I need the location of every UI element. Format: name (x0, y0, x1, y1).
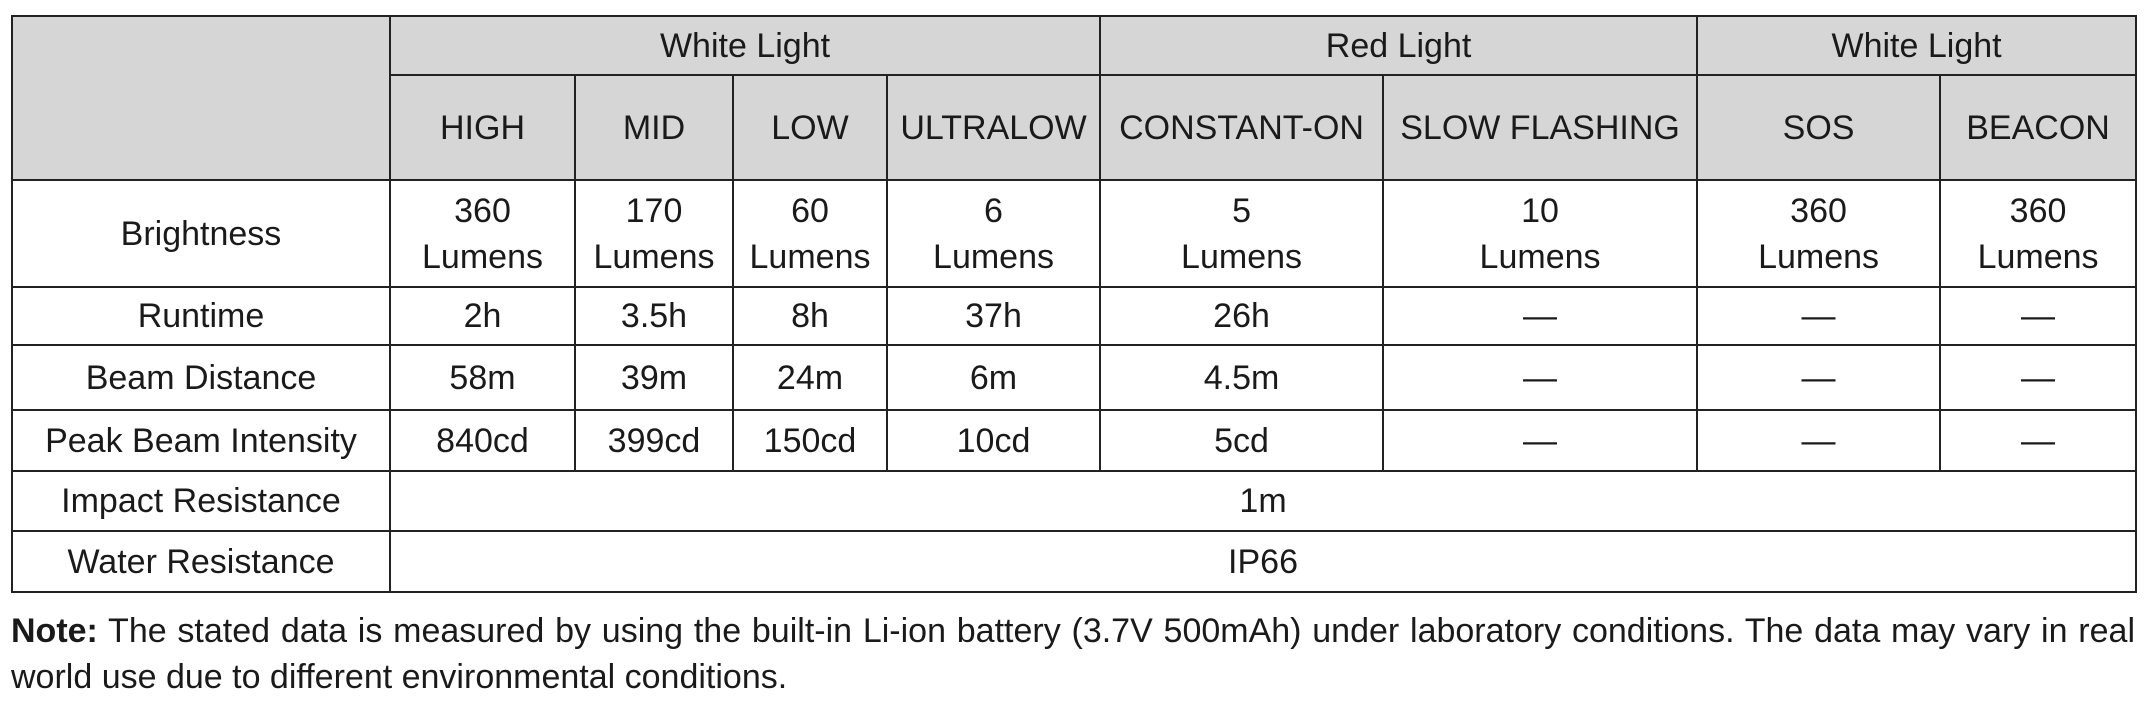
table-cell: 8h (732, 286, 888, 346)
table-cell: 4.5m (1099, 344, 1385, 411)
table-cell: — (1382, 286, 1699, 346)
cell-line: 360 (1790, 191, 1847, 230)
table-cell: 150cd (732, 409, 888, 472)
table-cell: — (1939, 286, 2138, 346)
table-cell: 5 Lumens (1099, 179, 1385, 288)
table-cell: 5cd (1099, 409, 1385, 472)
cell-line: Lumens (933, 237, 1054, 276)
cell-line: 360 (454, 191, 511, 230)
group-header: White Light (388, 15, 1102, 76)
mode-header: ULTRALOW (885, 74, 1102, 181)
table-cell: 840cd (389, 409, 576, 472)
mode-header: LOW (732, 74, 888, 181)
table-cell: 399cd (574, 409, 734, 472)
table-cell: IP66 (388, 530, 2138, 593)
table-cell: 360 Lumens (1939, 179, 2138, 288)
table-cell: — (1382, 344, 1699, 411)
table-cell: 10cd (885, 409, 1102, 472)
group-header-row: White Light Red Light White Light (11, 15, 2138, 181)
cell-line: Lumens (1181, 237, 1303, 276)
mode-header: SLOW FLASHING (1382, 74, 1699, 181)
cell-line: 5 (1232, 191, 1251, 230)
table-row: Brightness 360 Lumens 170 Lumens 60 Lumens 6 Lum… (11, 179, 2138, 288)
row-label: Beam Distance (11, 344, 391, 411)
row-label: Impact Resistance (11, 470, 391, 532)
table-cell: 26h (1099, 286, 1385, 346)
table-cell: 24m (732, 344, 888, 411)
table-cell: — (1939, 344, 2138, 411)
mode-header: HIGH (389, 74, 576, 181)
row-label: Brightness (11, 179, 391, 288)
table-cell: 6m (885, 344, 1102, 411)
corner-cell (11, 15, 391, 181)
group-header: Red Light (1099, 15, 1699, 76)
table-cell: 39m (574, 344, 734, 411)
cell-line: 170 (625, 191, 683, 230)
table-cell: 58m (389, 344, 576, 411)
table-cell: — (1696, 286, 1942, 346)
row-label: Peak Beam Intensity (11, 409, 391, 472)
table-row: Beam Distance 58m 39m 24m 6m 4.5m — — — (11, 344, 2138, 411)
mode-header-row: HIGH MID LOW ULTRALOW CONSTANT-ON SLOW FLASHI… (12, 74, 2138, 181)
row-label: Water Resistance (11, 530, 391, 593)
cell-line: Lumens (1977, 237, 2099, 276)
table-cell: 6 Lumens (885, 179, 1102, 288)
mode-header: MID (574, 74, 734, 181)
note-label: Note: (11, 612, 98, 650)
table-cell: — (1939, 409, 2138, 472)
table-cell: 170 Lumens (574, 179, 734, 288)
table-cell: 360 Lumens (389, 179, 576, 288)
row-label: Runtime (11, 286, 391, 346)
table-cell: — (1696, 344, 1942, 411)
table-cell: — (1382, 409, 1699, 472)
cell-line: 60 (791, 191, 829, 230)
table-cell: 37h (885, 286, 1102, 346)
cell-line: 6 (984, 191, 1003, 230)
cell-line: Lumens (1479, 237, 1601, 276)
table-cell: 60 Lumens (732, 179, 888, 288)
table-row: Peak Beam Intensity 840cd 399cd 150cd 10cd 5c… (11, 409, 2138, 472)
table-cell: 3.5h (574, 286, 734, 346)
cell-line: 10 (1521, 191, 1559, 230)
mode-header: BEACON (1939, 74, 2138, 181)
cell-line: Lumens (749, 237, 871, 276)
table-cell: 2h (389, 286, 576, 346)
table-cell: 360 Lumens (1696, 179, 1942, 288)
cell-line: Lumens (593, 237, 715, 276)
group-header: White Light (1696, 15, 2138, 76)
table-cell: 10 Lumens (1382, 179, 1699, 288)
cell-line: Lumens (422, 237, 543, 276)
table-row: Water Resistance IP66 (11, 530, 2138, 593)
table-row: Runtime 2h 3.5h 8h 37h 26h — — — (11, 286, 2138, 346)
footnote: Note: The stated data is measured by usi… (11, 608, 2135, 700)
cell-line: 360 (2009, 191, 2067, 230)
mode-header: SOS (1696, 74, 1942, 181)
table-cell: 1m (388, 470, 2138, 532)
specs-table: White Light Red Light White Light HIGH MI… (11, 15, 2138, 593)
table-row: Impact Resistance 1m (11, 470, 2138, 532)
cell-line: Lumens (1758, 237, 1880, 276)
mode-header: CONSTANT-ON (1099, 74, 1385, 181)
note-text: The stated data is measured by using the… (11, 612, 2135, 696)
table-cell: — (1696, 409, 1942, 472)
